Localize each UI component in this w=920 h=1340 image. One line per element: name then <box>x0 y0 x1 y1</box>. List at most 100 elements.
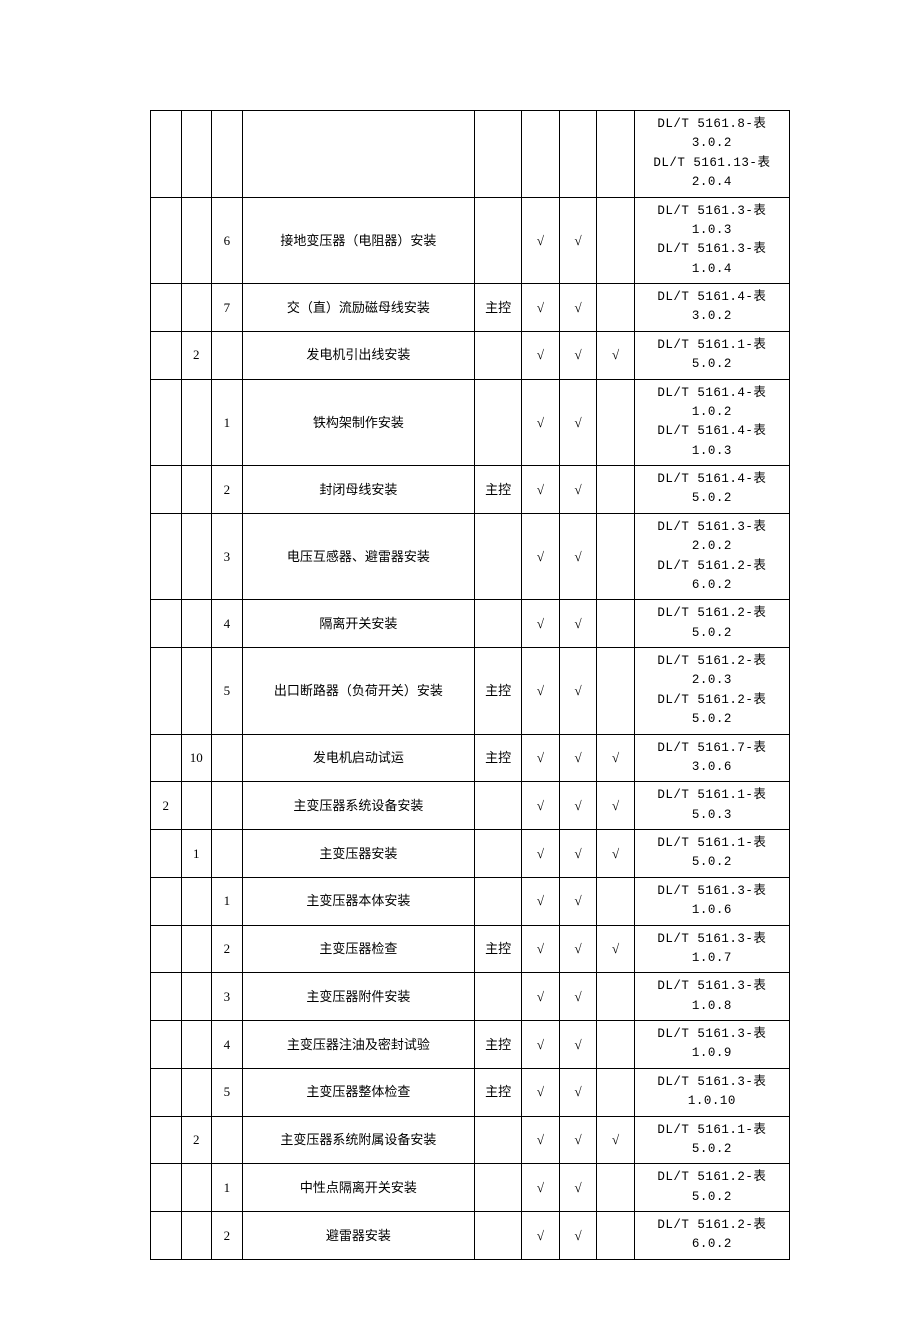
cell-g: √ <box>559 648 597 735</box>
cell-b <box>181 466 212 514</box>
cell-a <box>151 1116 182 1164</box>
cell-g: √ <box>559 782 597 830</box>
cell-b: 1 <box>181 830 212 878</box>
cell-a <box>151 1164 182 1212</box>
cell-h <box>597 284 635 332</box>
cell-a: 2 <box>151 782 182 830</box>
cell-h <box>597 973 635 1021</box>
table-row: 3电压互感器、避雷器安装√√DL/T 5161.3-表2.0.2DL/T 516… <box>151 513 790 600</box>
cell-i: DL/T 5161.2-表2.0.3DL/T 5161.2-表5.0.2 <box>634 648 789 735</box>
table-row: 2发电机引出线安装√√√DL/T 5161.1-表5.0.2 <box>151 331 790 379</box>
cell-f: √ <box>522 1068 560 1116</box>
cell-c <box>212 331 243 379</box>
cell-i: DL/T 5161.2-表5.0.2 <box>634 600 789 648</box>
cell-c: 7 <box>212 284 243 332</box>
cell-i: DL/T 5161.8-表3.0.2DL/T 5161.13-表2.0.4 <box>634 111 789 198</box>
cell-e <box>475 379 522 466</box>
cell-e: 主控 <box>475 466 522 514</box>
table-row: 6接地变压器（电阻器）安装√√DL/T 5161.3-表1.0.3DL/T 51… <box>151 197 790 284</box>
cell-c: 1 <box>212 1164 243 1212</box>
cell-i: DL/T 5161.4-表1.0.2DL/T 5161.4-表1.0.3 <box>634 379 789 466</box>
table-row: 1铁构架制作安装√√DL/T 5161.4-表1.0.2DL/T 5161.4-… <box>151 379 790 466</box>
cell-a <box>151 1212 182 1260</box>
cell-g: √ <box>559 379 597 466</box>
cell-d: 发电机启动试运 <box>242 734 475 782</box>
cell-d: 电压互感器、避雷器安装 <box>242 513 475 600</box>
cell-b: 2 <box>181 331 212 379</box>
cell-h <box>597 1068 635 1116</box>
cell-h <box>597 648 635 735</box>
cell-f: √ <box>522 284 560 332</box>
cell-a <box>151 284 182 332</box>
table-row: 2封闭母线安装主控√√DL/T 5161.4-表5.0.2 <box>151 466 790 514</box>
cell-b <box>181 1068 212 1116</box>
cell-i: DL/T 5161.1-表5.0.2 <box>634 1116 789 1164</box>
table-row: 1中性点隔离开关安装√√DL/T 5161.2-表5.0.2 <box>151 1164 790 1212</box>
cell-h <box>597 513 635 600</box>
cell-c: 1 <box>212 877 243 925</box>
cell-b <box>181 973 212 1021</box>
cell-e <box>475 1164 522 1212</box>
cell-f: √ <box>522 973 560 1021</box>
cell-g: √ <box>559 877 597 925</box>
cell-g: √ <box>559 1212 597 1260</box>
cell-i: DL/T 5161.4-表3.0.2 <box>634 284 789 332</box>
cell-e: 主控 <box>475 648 522 735</box>
cell-e <box>475 973 522 1021</box>
cell-b <box>181 877 212 925</box>
cell-b <box>181 284 212 332</box>
cell-a <box>151 111 182 198</box>
table-row: 2主变压器系统附属设备安装√√√DL/T 5161.1-表5.0.2 <box>151 1116 790 1164</box>
cell-g: √ <box>559 973 597 1021</box>
cell-d: 发电机引出线安装 <box>242 331 475 379</box>
cell-d <box>242 111 475 198</box>
cell-c: 5 <box>212 1068 243 1116</box>
cell-h <box>597 197 635 284</box>
cell-i: DL/T 5161.7-表3.0.6 <box>634 734 789 782</box>
cell-g: √ <box>559 734 597 782</box>
cell-g: √ <box>559 1021 597 1069</box>
cell-c <box>212 830 243 878</box>
cell-a <box>151 830 182 878</box>
cell-a <box>151 466 182 514</box>
cell-i: DL/T 5161.2-表5.0.2 <box>634 1164 789 1212</box>
cell-f: √ <box>522 513 560 600</box>
cell-a <box>151 877 182 925</box>
cell-f: √ <box>522 1116 560 1164</box>
cell-a <box>151 973 182 1021</box>
cell-g: √ <box>559 331 597 379</box>
cell-g: √ <box>559 600 597 648</box>
cell-a <box>151 379 182 466</box>
cell-h <box>597 466 635 514</box>
cell-a <box>151 600 182 648</box>
cell-f: √ <box>522 379 560 466</box>
cell-i: DL/T 5161.3-表1.0.6 <box>634 877 789 925</box>
cell-f: √ <box>522 648 560 735</box>
cell-e: 主控 <box>475 1021 522 1069</box>
cell-i: DL/T 5161.3-表1.0.7 <box>634 925 789 973</box>
cell-g: √ <box>559 1164 597 1212</box>
cell-g: √ <box>559 925 597 973</box>
cell-g: √ <box>559 1116 597 1164</box>
cell-f: √ <box>522 1164 560 1212</box>
cell-g: √ <box>559 513 597 600</box>
cell-i: DL/T 5161.3-表1.0.8 <box>634 973 789 1021</box>
table-row: 4主变压器注油及密封试验主控√√DL/T 5161.3-表1.0.9 <box>151 1021 790 1069</box>
cell-a <box>151 331 182 379</box>
cell-f: √ <box>522 782 560 830</box>
cell-b <box>181 197 212 284</box>
table-row: 7交（直）流励磁母线安装主控√√DL/T 5161.4-表3.0.2 <box>151 284 790 332</box>
cell-g: √ <box>559 284 597 332</box>
cell-h: √ <box>597 925 635 973</box>
cell-e <box>475 782 522 830</box>
cell-e <box>475 1212 522 1260</box>
cell-c <box>212 111 243 198</box>
cell-b <box>181 513 212 600</box>
cell-b <box>181 925 212 973</box>
cell-a <box>151 1068 182 1116</box>
cell-c: 2 <box>212 1212 243 1260</box>
cell-a <box>151 925 182 973</box>
cell-h <box>597 1164 635 1212</box>
cell-f: √ <box>522 331 560 379</box>
cell-h: √ <box>597 782 635 830</box>
